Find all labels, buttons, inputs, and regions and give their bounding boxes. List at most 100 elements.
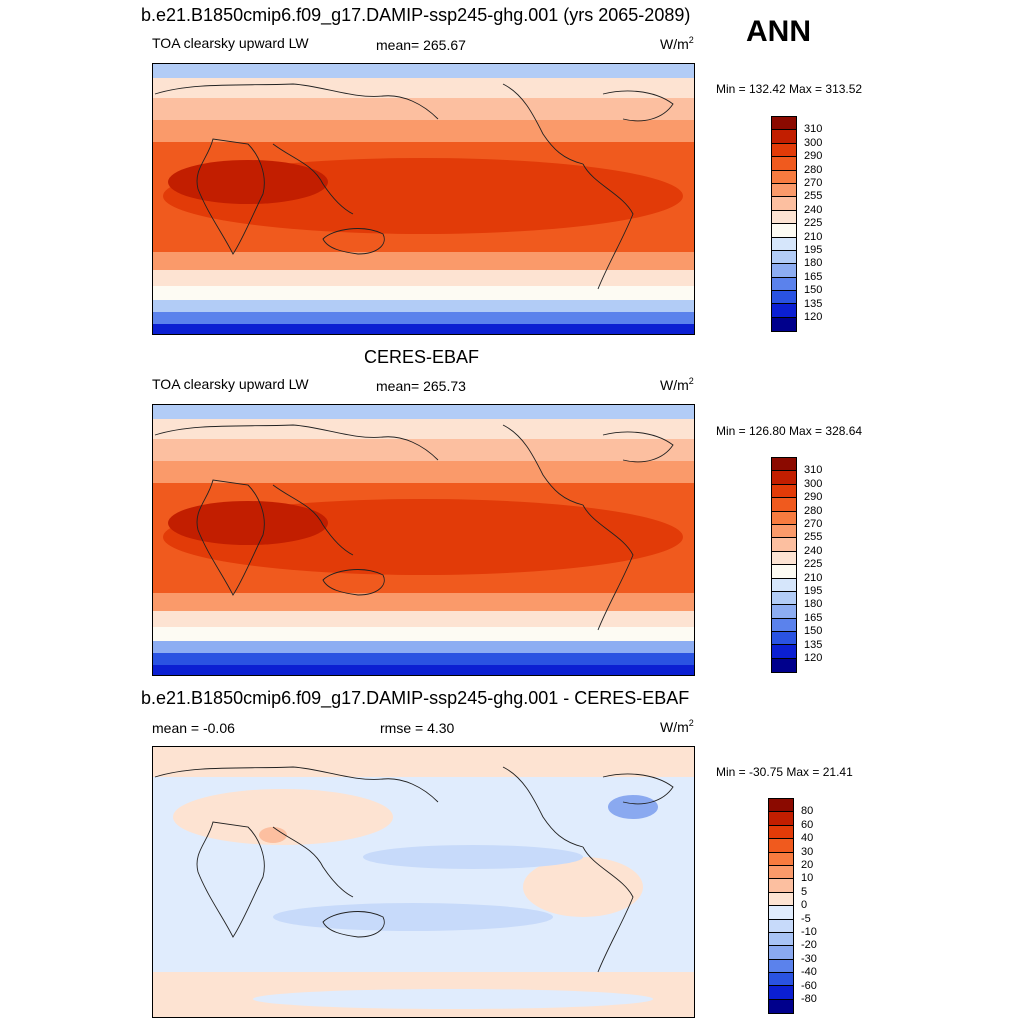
- colorbar-box: [769, 946, 793, 960]
- panel-2-colorbar-boxes: [772, 458, 796, 673]
- panel-3-map: [152, 746, 695, 1018]
- colorbar-box: [769, 879, 793, 893]
- colorbar-box: [769, 959, 793, 974]
- colorbar-tick-label: 280: [804, 504, 823, 517]
- panel-2-title: CERES-EBAF: [364, 347, 480, 367]
- colorbar-box: [769, 865, 793, 880]
- colorbar-box: [772, 645, 796, 659]
- colorbar-box: [769, 852, 793, 866]
- colorbar-box: [772, 291, 796, 305]
- colorbar-box: [772, 157, 796, 171]
- colorbar-tick-label: 20: [801, 859, 814, 871]
- colorbar-box: [772, 458, 796, 472]
- colorbar-box: [772, 117, 796, 131]
- colorbar-tick-label: 270: [804, 518, 823, 530]
- colorbar-tick-label: 210: [804, 230, 823, 243]
- colorbar-tick-label: 150: [804, 625, 823, 638]
- colorbar-tick-label: 180: [804, 257, 823, 270]
- colorbar-box: [772, 524, 796, 539]
- colorbar-tick-label: 310: [804, 464, 823, 477]
- colorbar-tick-label: 290: [804, 150, 823, 163]
- panel-1-colorbar: [771, 116, 797, 333]
- colorbar-box: [772, 605, 796, 619]
- colorbar-tick-label: 120: [804, 311, 823, 323]
- panel-1-minmax: Min = 132.42 Max = 313.52: [716, 82, 863, 96]
- colorbar-tick-label: 225: [804, 217, 823, 230]
- panel-2-colorbar: [771, 457, 797, 674]
- colorbar-tick-label: 180: [804, 598, 823, 611]
- colorbar-box: [769, 999, 793, 1014]
- panel-2-minmax: Min = 126.80 Max = 328.64: [716, 424, 863, 438]
- colorbar-tick-label: 240: [804, 203, 823, 216]
- colorbar-box: [772, 317, 796, 332]
- panel-1-mean: mean= 265.67: [376, 37, 466, 53]
- panel-2-variable: TOA clearsky upward LW: [152, 376, 309, 392]
- colorbar-tick-label: 255: [804, 531, 823, 544]
- colorbar-box: [772, 143, 796, 158]
- colorbar-box: [772, 538, 796, 552]
- panel-2-mean: mean= 265.73: [376, 378, 466, 394]
- colorbar-tick-label: 290: [804, 491, 823, 504]
- colorbar-tick-label: 80: [801, 805, 814, 818]
- colorbar-box: [772, 197, 796, 211]
- colorbar-tick-label: -5: [801, 912, 811, 925]
- colorbar-box: [772, 224, 796, 238]
- colorbar-tick-label: 300: [804, 477, 823, 490]
- panel-1-title: b.e21.B1850cmip6.f09_g17.DAMIP-ssp245-gh…: [141, 5, 691, 25]
- colorbar-tick-label: 210: [804, 571, 823, 584]
- panel-2-units: W/m2: [660, 376, 694, 393]
- colorbar-tick-label: -40: [801, 966, 817, 979]
- panel-3-title: b.e21.B1850cmip6.f09_g17.DAMIP-ssp245-gh…: [141, 688, 690, 708]
- colorbar-box: [772, 277, 796, 292]
- colorbar-tick-label: 135: [804, 297, 823, 310]
- panel-1-variable: TOA clearsky upward LW: [152, 35, 309, 51]
- colorbar-box: [772, 658, 796, 673]
- colorbar-box: [772, 130, 796, 144]
- colorbar-tick-label: -30: [801, 952, 817, 965]
- panel-2-map: [152, 404, 695, 676]
- season-label: ANN: [746, 15, 811, 48]
- colorbar-box: [772, 210, 796, 225]
- colorbar-box: [772, 632, 796, 646]
- colorbar-tick-label: 0: [801, 899, 808, 912]
- colorbar-box: [772, 565, 796, 579]
- colorbar-box: [772, 183, 796, 198]
- colorbar-box: [769, 919, 793, 933]
- colorbar-box: [772, 498, 796, 512]
- colorbar-box: [769, 839, 793, 853]
- colorbar-box: [772, 511, 796, 525]
- colorbar-box: [769, 812, 793, 826]
- colorbar-tick-label: 40: [801, 832, 814, 845]
- colorbar-tick-label: 225: [804, 558, 823, 571]
- colorbar-tick-label: 165: [804, 611, 823, 624]
- colorbar-box: [769, 906, 793, 920]
- colorbar-tick-label: 10: [801, 872, 814, 885]
- colorbar-tick-label: -80: [801, 993, 817, 1005]
- colorbar-tick-label: 135: [804, 638, 823, 651]
- colorbar-box: [772, 304, 796, 318]
- colorbar-box: [772, 237, 796, 251]
- colorbar-box: [769, 973, 793, 987]
- colorbar-tick-label: 300: [804, 136, 823, 149]
- panel-3-rmse: rmse = 4.30: [380, 720, 455, 736]
- colorbar-tick-label: -10: [801, 926, 817, 938]
- panel-3-colorbar: [768, 798, 794, 1015]
- panel-2-field: [153, 405, 694, 675]
- panel-3-units: W/m2: [660, 718, 694, 735]
- colorbar-tick-label: -60: [801, 979, 817, 992]
- panel-1-field: [153, 64, 694, 334]
- colorbar-box: [772, 551, 796, 566]
- colorbar-box: [769, 932, 793, 947]
- colorbar-box: [772, 618, 796, 633]
- colorbar-box: [772, 471, 796, 485]
- colorbar-box: [769, 892, 793, 907]
- colorbar-tick-label: 310: [804, 123, 823, 136]
- panel-1-units: W/m2: [660, 35, 694, 52]
- colorbar-tick-label: 270: [804, 177, 823, 189]
- panel-3-field: [153, 747, 694, 1017]
- colorbar-tick-label: 120: [804, 652, 823, 664]
- colorbar-box: [772, 170, 796, 184]
- panel-3-minmax: Min = -30.75 Max = 21.41: [716, 765, 853, 779]
- panel-3-mean: mean = -0.06: [152, 720, 235, 736]
- colorbar-tick-label: 5: [801, 885, 808, 898]
